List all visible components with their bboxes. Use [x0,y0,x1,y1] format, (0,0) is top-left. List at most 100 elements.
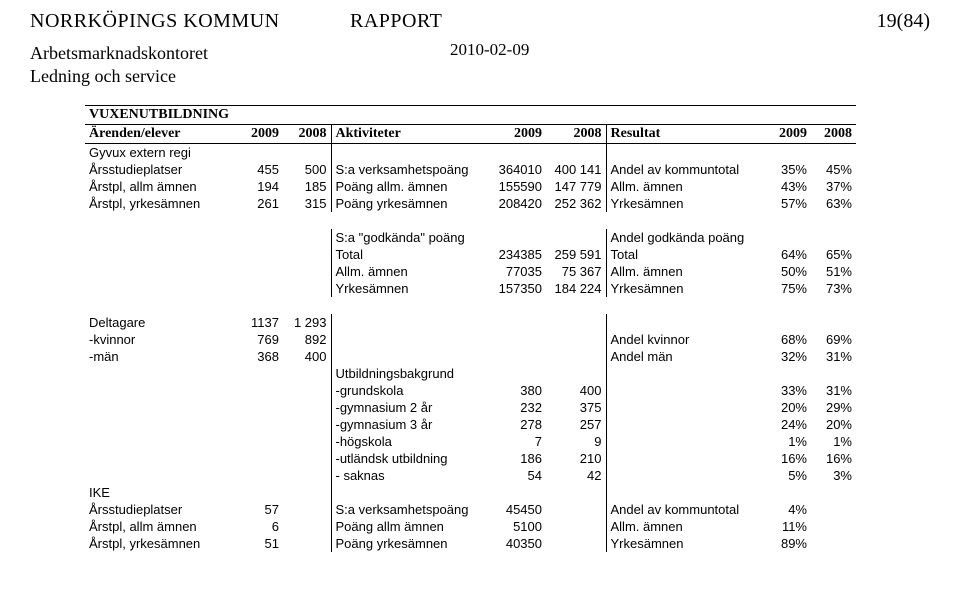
num-cell [235,144,283,162]
label-cell [606,314,766,331]
num-cell: 64% [766,246,811,263]
hdr-year: 2009 [235,125,283,144]
hdr-resultat: Resultat [606,125,766,144]
num-cell: 45450 [491,501,546,518]
label-cell [331,484,491,501]
label-cell: -gymnasium 3 år [331,416,491,433]
dept-line-2: Ledning och service [30,66,930,87]
num-cell [546,144,606,162]
header-row: NORRKÖPINGS KOMMUN RAPPORT 19(84) [30,10,930,33]
table-row: Årstpl, yrkesämnen261315Poäng yrkesämnen… [85,195,856,212]
num-cell: 259 591 [546,246,606,263]
num-cell: 194 [235,178,283,195]
num-cell [491,348,546,365]
label-cell [85,399,235,416]
num-cell: 75 367 [546,263,606,280]
label-cell [331,348,491,365]
num-cell [811,484,856,501]
label-cell: S:a verksamhetspoäng [331,501,491,518]
num-cell: 77035 [491,263,546,280]
column-header-row: Ärenden/elever20092008Aktiviteter2009200… [85,125,856,144]
num-cell: 278 [491,416,546,433]
label-cell [606,467,766,484]
label-cell: Årsstudieplatser [85,501,235,518]
label-cell [606,365,766,382]
num-cell [491,144,546,162]
data-table: VUXENUTBILDNINGÄrenden/elever2009 2008 Akt… [85,105,856,552]
num-cell: 24% [766,416,811,433]
num-cell [811,501,856,518]
num-cell: 769 [235,331,283,348]
num-cell: 57 [235,501,283,518]
label-cell: Årstpl, yrkesämnen [85,535,235,552]
num-cell [235,365,283,382]
num-cell [491,314,546,331]
label-cell: Yrkesämnen [331,280,491,297]
label-cell: Årstpl, yrkesämnen [85,195,235,212]
org-name: NORRKÖPINGS KOMMUN [30,10,320,33]
num-cell [546,348,606,365]
label-cell [85,365,235,382]
hdr-year: 2008 [811,125,856,144]
table-row: Allm. ämnen7703575 367Allm. ämnen50%51% [85,263,856,280]
num-cell: 1% [811,433,856,450]
hdr-year: 2008 [546,125,606,144]
num-cell: 315 [283,195,331,212]
label-cell [606,484,766,501]
label-cell: Yrkesämnen [606,195,766,212]
num-cell [811,144,856,162]
num-cell: 35% [766,161,811,178]
num-cell [283,535,331,552]
label-cell: Allm. ämnen [606,178,766,195]
num-cell [235,467,283,484]
hdr-arenden: Ärenden/elever [85,125,235,144]
num-cell: 257 [546,416,606,433]
num-cell: 892 [283,331,331,348]
num-cell [811,518,856,535]
table-row: -gymnasium 3 år27825724%20% [85,416,856,433]
table-row: - saknas54425%3% [85,467,856,484]
label-cell [331,314,491,331]
num-cell: 252 362 [546,195,606,212]
num-cell: 5100 [491,518,546,535]
num-cell [546,365,606,382]
table-row: -gymnasium 2 år23237520%29% [85,399,856,416]
label-cell: Andel män [606,348,766,365]
num-cell [491,229,546,246]
table-row: -män368400Andel män32%31% [85,348,856,365]
num-cell: 42 [546,467,606,484]
num-cell [283,382,331,399]
num-cell [811,535,856,552]
num-cell: 43% [766,178,811,195]
label-cell: Utbildningsbakgrund [331,365,491,382]
num-cell: 51 [235,535,283,552]
num-cell: 40350 [491,535,546,552]
num-cell [766,144,811,162]
num-cell [546,331,606,348]
section-title-row: VUXENUTBILDNING [85,106,856,125]
label-cell: Allm. ämnen [606,518,766,535]
num-cell: 364010 [491,161,546,178]
label-cell: Yrkesämnen [606,280,766,297]
hdr-aktiviteter: Aktiviteter [331,125,491,144]
num-cell: 232 [491,399,546,416]
num-cell: 368 [235,348,283,365]
num-cell: 1 293 [283,314,331,331]
blank-row [85,297,856,314]
table-row: Deltagare11371 293 [85,314,856,331]
label-cell [85,229,235,246]
num-cell [283,467,331,484]
label-cell [85,433,235,450]
label-cell: Andel godkända poäng [606,229,766,246]
num-cell [235,263,283,280]
num-cell [235,484,283,501]
num-cell [283,246,331,263]
table-row: Yrkesämnen157350184 224Yrkesämnen75%73% [85,280,856,297]
num-cell [811,365,856,382]
label-cell [606,144,766,162]
num-cell [283,518,331,535]
label-cell [606,416,766,433]
page-number: 19(84) [640,10,930,33]
num-cell: 31% [811,348,856,365]
label-cell [85,382,235,399]
